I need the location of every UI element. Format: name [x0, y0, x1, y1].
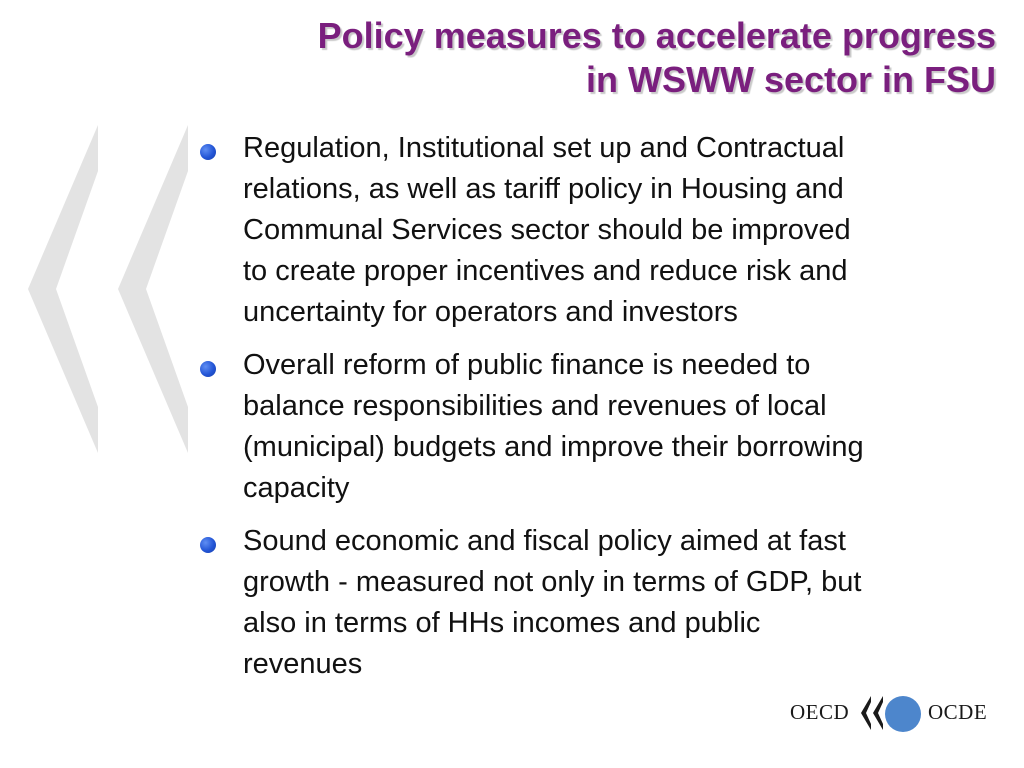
slide-title: Policy measures to accelerate progress i… [176, 14, 996, 102]
bullet-dot-icon [200, 537, 216, 553]
bullet-line: relations, as well as tariff policy in H… [243, 173, 844, 205]
bullet-line: Communal Services sector should be impro… [243, 214, 851, 246]
bullet-line: to create proper incentives and reduce r… [243, 255, 848, 287]
bullet-line: uncertainty for operators and investors [243, 296, 738, 328]
logo-circle-icon [885, 696, 921, 732]
oecd-logo: OECD OCDE [788, 694, 998, 734]
logo-text-oecd: OECD [790, 700, 850, 724]
double-chevron-logo-icon [861, 696, 883, 730]
bullet-line: capacity [243, 472, 350, 504]
bullet-item-public-finance: Overall reform of public finance is need… [200, 345, 990, 509]
bullet-line: balance responsibilities and revenues of… [243, 390, 827, 422]
bullet-item-regulation: Regulation, Institutional set up and Con… [200, 128, 990, 333]
bullet-dot-icon [200, 361, 216, 377]
watermark-chevron-right [118, 125, 188, 453]
bullet-line: growth - measured not only in terms of G… [243, 566, 862, 598]
bullet-line: Regulation, Institutional set up and Con… [243, 132, 845, 164]
bullet-list: Regulation, Institutional set up and Con… [200, 128, 990, 697]
bullet-line: Sound economic and fiscal policy aimed a… [243, 525, 846, 557]
slide-title-line-1: Policy measures to accelerate progress [317, 15, 996, 56]
double-chevron-watermark-icon [28, 125, 188, 453]
watermark-chevron-left [28, 125, 98, 453]
bullet-line: revenues [243, 648, 363, 680]
bullet-dot-icon [200, 144, 216, 160]
bullet-item-economic-policy: Sound economic and fiscal policy aimed a… [200, 521, 990, 685]
slide-title-line-2: in WSWW sector in FSU [586, 59, 996, 100]
bullet-line: (municipal) budgets and improve their bo… [243, 431, 864, 463]
bullet-line: also in terms of HHs incomes and public [243, 607, 761, 639]
logo-text-ocde: OCDE [928, 700, 988, 724]
bullet-line: Overall reform of public finance is need… [243, 349, 811, 381]
